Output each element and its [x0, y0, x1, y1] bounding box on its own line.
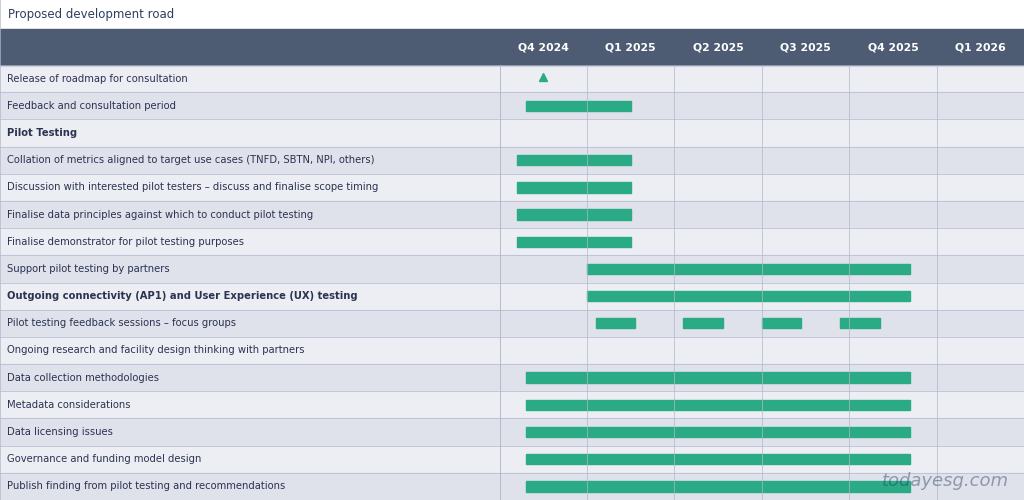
- Bar: [0, 418, 1024, 446]
- Bar: [0, 146, 1024, 174]
- Text: Support pilot testing by partners: Support pilot testing by partners: [7, 264, 170, 274]
- Text: Data licensing issues: Data licensing issues: [7, 427, 113, 437]
- Text: Feedback and consultation period: Feedback and consultation period: [7, 101, 176, 111]
- Bar: [762, 318, 801, 328]
- Bar: [517, 210, 631, 220]
- Bar: [587, 264, 910, 274]
- Bar: [0, 256, 1024, 282]
- Bar: [0, 282, 1024, 310]
- Bar: [517, 182, 631, 192]
- Bar: [0, 65, 1024, 92]
- Text: todayesg.com: todayesg.com: [882, 472, 1009, 490]
- Bar: [841, 318, 880, 328]
- Bar: [0, 473, 1024, 500]
- Text: Publish finding from pilot testing and recommendations: Publish finding from pilot testing and r…: [7, 482, 286, 492]
- Bar: [587, 291, 910, 302]
- Bar: [517, 155, 631, 166]
- Text: Q2 2025: Q2 2025: [693, 42, 743, 52]
- Bar: [526, 454, 910, 464]
- Bar: [0, 201, 1024, 228]
- Text: Finalise data principles against which to conduct pilot testing: Finalise data principles against which t…: [7, 210, 313, 220]
- Text: Q1 2025: Q1 2025: [605, 42, 656, 52]
- Text: Metadata considerations: Metadata considerations: [7, 400, 131, 410]
- Bar: [526, 372, 910, 383]
- Text: Discussion with interested pilot testers – discuss and finalise scope timing: Discussion with interested pilot testers…: [7, 182, 379, 192]
- Bar: [0, 446, 1024, 473]
- Bar: [0, 364, 1024, 391]
- Bar: [0, 92, 1024, 120]
- Text: Q3 2025: Q3 2025: [780, 42, 830, 52]
- Bar: [0, 391, 1024, 418]
- Text: Ongoing research and facility design thinking with partners: Ongoing research and facility design thi…: [7, 346, 305, 356]
- Text: Proposed development road: Proposed development road: [8, 8, 174, 21]
- Bar: [526, 100, 631, 111]
- Bar: [0, 337, 1024, 364]
- Text: Q4 2025: Q4 2025: [867, 42, 919, 52]
- Text: Pilot Testing: Pilot Testing: [7, 128, 77, 138]
- Bar: [596, 318, 635, 328]
- Bar: [0, 120, 1024, 146]
- Text: Collation of metrics aligned to target use cases (TNFD, SBTN, NPI, others): Collation of metrics aligned to target u…: [7, 155, 375, 165]
- Text: Q1 2026: Q1 2026: [955, 42, 1006, 52]
- Bar: [526, 481, 910, 492]
- Text: Governance and funding model design: Governance and funding model design: [7, 454, 202, 464]
- Text: Outgoing connectivity (AP1) and User Experience (UX) testing: Outgoing connectivity (AP1) and User Exp…: [7, 291, 357, 301]
- Bar: [0, 310, 1024, 337]
- Bar: [683, 318, 723, 328]
- Bar: [526, 400, 910, 410]
- Text: Q4 2024: Q4 2024: [518, 42, 569, 52]
- Bar: [0, 29, 1024, 65]
- Text: Release of roadmap for consultation: Release of roadmap for consultation: [7, 74, 188, 84]
- Bar: [0, 174, 1024, 201]
- Bar: [526, 427, 910, 437]
- Bar: [0, 228, 1024, 256]
- Bar: [517, 236, 631, 247]
- Text: Data collection methodologies: Data collection methodologies: [7, 372, 159, 382]
- Text: Finalise demonstrator for pilot testing purposes: Finalise demonstrator for pilot testing …: [7, 236, 244, 246]
- Text: Pilot testing feedback sessions – focus groups: Pilot testing feedback sessions – focus …: [7, 318, 237, 328]
